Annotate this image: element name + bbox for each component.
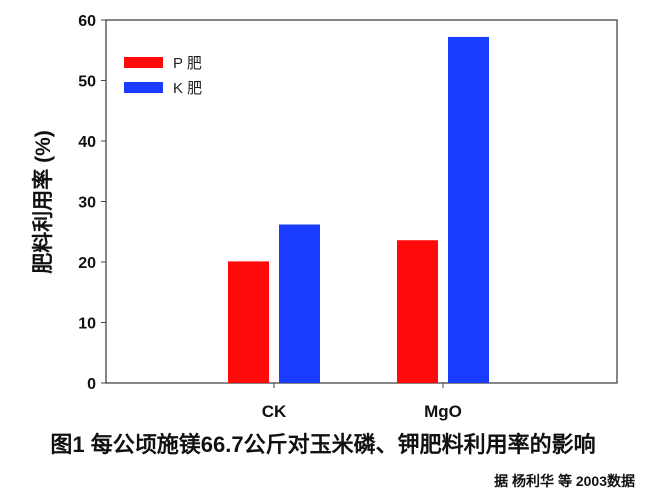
legend-swatch — [124, 82, 163, 93]
bar-mgo-series-1 — [448, 36, 489, 383]
bar-ck-series-0 — [228, 261, 269, 383]
y-tick-label: 40 — [78, 134, 96, 151]
bar-ck-series-1 — [279, 224, 320, 383]
y-tick-label: 60 — [78, 13, 96, 30]
source-note: 据 杨利华 等 2003数据 — [494, 473, 635, 489]
y-tick-label: 10 — [78, 316, 96, 333]
x-category-label: MgO — [424, 402, 462, 421]
legend-swatch — [124, 57, 163, 68]
y-tick-label: 50 — [78, 74, 96, 91]
y-tick-label: 0 — [87, 376, 96, 393]
x-category-label: CK — [262, 402, 287, 421]
figure-caption: 图1 每公顷施镁66.7公斤对玉米磷、钾肥料利用率的影响 — [50, 432, 595, 457]
plot-frame — [105, 19, 618, 384]
y-tick-label: 30 — [78, 195, 96, 212]
bar-mgo-series-0 — [397, 240, 438, 383]
y-tick-label: 20 — [78, 255, 96, 272]
legend-label: K 肥 — [173, 80, 202, 97]
legend-label: P 肥 — [173, 55, 202, 72]
y-axis-label: 肥料利用率 (%) — [31, 130, 55, 274]
